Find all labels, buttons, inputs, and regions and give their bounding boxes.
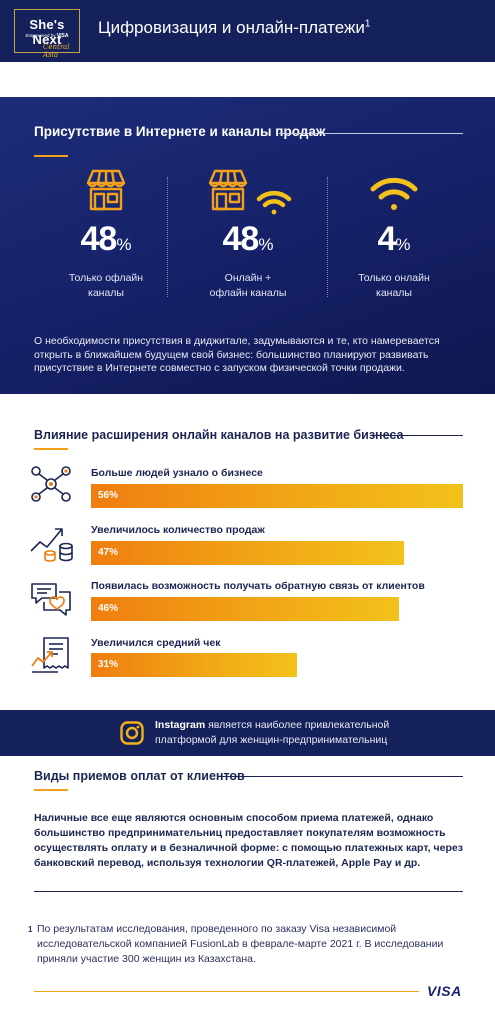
instagram-banner-text: Instagram является наиболее привлекатель… [155, 719, 390, 746]
payments-description: Наличные все еще являются основным спосо… [34, 812, 463, 869]
receipt-chart-icon [31, 637, 69, 673]
visa-logo: VISA [427, 983, 462, 999]
instagram-icon [120, 721, 144, 745]
stat-label: Только онлайн каналы [358, 272, 430, 299]
online-presence-section: Присутствие в Интернете и каналы продаж … [0, 97, 495, 394]
title-divider [222, 776, 463, 777]
shop-icon [86, 169, 126, 211]
shop-wifi-icon [208, 169, 292, 215]
title-accent-line [34, 789, 68, 791]
logo-main-text: She's Next [29, 17, 65, 47]
page-title: Цифровизация и онлайн-платежи1 [98, 18, 371, 37]
instagram-banner: Instagram является наиболее привлекатель… [0, 710, 495, 756]
title-divider [279, 133, 463, 134]
stat-label: Только офлайн каналы [68, 272, 144, 299]
impact-bar-value: 56% [98, 490, 119, 501]
growth-coins-icon [30, 528, 73, 562]
header: She's Next Empowered by VISA Central Asi… [0, 0, 495, 62]
impact-item-label: Увеличилось количество продаж [91, 524, 265, 536]
shes-next-logo: She's Next Empowered by VISA Central Asi… [14, 9, 80, 59]
presence-description: О необходимости присутствия в диджитале,… [34, 335, 440, 375]
footnote-mark: 1 [28, 925, 33, 934]
stat-value: 48% [222, 220, 274, 258]
feedback-heart-icon [31, 583, 71, 616]
stat-offline: 48% Только офлайн каналы [36, 167, 176, 299]
impact-item-label: Появилась возможность получать обратную … [91, 580, 425, 592]
impact-item-label: Больше людей узнало о бизнесе [91, 467, 263, 479]
impact-bar: 47% [91, 541, 404, 565]
impact-bar-value: 46% [98, 603, 119, 614]
title-accent-line [34, 448, 68, 450]
impact-bar: 46% [91, 597, 399, 621]
stat-online: 4% Только онлайн каналы [324, 167, 464, 299]
impact-item-label: Увеличился средний чек [91, 637, 221, 649]
impact-bar: 56% [91, 484, 463, 508]
footer-divider [34, 991, 419, 992]
stat-value: 4% [377, 220, 411, 258]
impact-title: Влияние расширения онлайн каналов на раз… [34, 428, 404, 442]
stat-value: 48% [80, 220, 132, 258]
title-divider [370, 435, 463, 436]
footnote: 1 По результатам исследования, проведенн… [28, 922, 468, 967]
presence-title: Присутствие в Интернете и каналы продаж [34, 124, 326, 139]
stat-label: Онлайн + офлайн каналы [209, 272, 287, 299]
logo-script-text: Central Asia [43, 43, 70, 59]
impact-bar-value: 47% [98, 547, 119, 558]
column-divider [327, 177, 328, 297]
stat-online-offline: 48% Онлайн + офлайн каналы [178, 167, 318, 299]
payments-title: Виды приемов оплат от клиентов [34, 769, 245, 783]
people-network-icon [31, 466, 71, 502]
section-divider [34, 891, 463, 892]
impact-bar: 31% [91, 653, 297, 677]
column-divider [167, 177, 168, 297]
title-accent-line [34, 155, 68, 157]
impact-bar-value: 31% [98, 659, 119, 670]
wifi-icon [370, 177, 418, 210]
footnote-text: По результатам исследования, проведенног… [37, 923, 444, 965]
logo-empowered-text: Empowered by VISA [25, 33, 69, 39]
